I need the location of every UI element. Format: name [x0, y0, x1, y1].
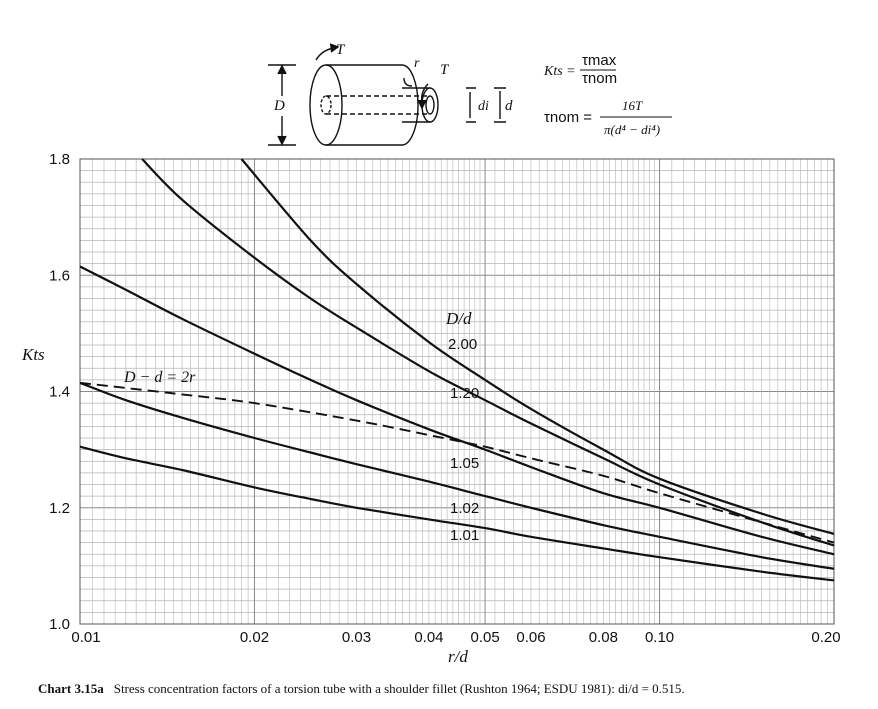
series-line-0 — [240, 158, 835, 535]
radius-label: r — [414, 56, 420, 71]
series-line-3 — [79, 381, 835, 570]
x-tick-label: 0.10 — [645, 629, 674, 646]
y-tick-label: 1.6 — [49, 267, 70, 284]
curve-label-1-02: 1.02 — [450, 500, 479, 517]
torque-label-right: T — [440, 62, 450, 78]
kts-numerator: τmax — [582, 52, 617, 69]
x-tick-label: 0.20 — [811, 629, 840, 646]
inner-diameter-label: d — [505, 98, 513, 114]
y-tick-label: 1.4 — [49, 384, 70, 401]
caption-text: Stress concentration factors of a torsio… — [113, 681, 685, 696]
y-axis-label: Kts — [21, 345, 45, 364]
series-line-5 — [79, 381, 835, 544]
curve-label-1-01: 1.01 — [450, 527, 479, 544]
series-line-2 — [79, 265, 835, 556]
curve-label-1-20: 1.20 — [450, 385, 479, 402]
x-axis-label: r/d — [448, 647, 468, 666]
curve-label-1-05: 1.05 — [450, 455, 479, 472]
x-tick-label: 0.06 — [516, 629, 545, 646]
plot-frame — [79, 158, 835, 625]
series-line-4 — [79, 445, 835, 582]
tau-lhs: τnom = — [544, 109, 592, 126]
x-tick-label: 0.02 — [240, 629, 269, 646]
x-tick-label: 0.05 — [470, 629, 499, 646]
y-tick-label: 1.2 — [49, 500, 70, 517]
curve-label-dashed: D − d = 2r — [123, 369, 196, 386]
x-tick-label: 0.01 — [71, 629, 100, 646]
tick-labels: 0.01 0.02 0.03 0.04 0.05 0.06 0.08 0.10 0.201.01… — [49, 151, 840, 646]
figure-caption: Chart 3.15a Stress concentration factors … — [38, 681, 868, 697]
y-tick-label: 1.8 — [49, 151, 70, 168]
x-tick-label: 0.03 — [342, 629, 371, 646]
tube-diagram — [268, 43, 506, 146]
kts-denominator: τnom — [582, 70, 617, 87]
formulas: Kts = τmax τnom τnom = 16T π(d⁴ − di⁴) — [543, 52, 672, 137]
curve-label-2-00: 2.00 — [448, 336, 477, 353]
series-line-1 — [141, 158, 835, 547]
tau-denominator: π(d⁴ − di⁴) — [604, 122, 660, 137]
bore-diameter-label: di — [478, 99, 489, 114]
torque-label-left: T — [336, 42, 346, 58]
outer-diameter-label: D — [273, 98, 285, 114]
curves — [79, 158, 835, 582]
grid — [79, 158, 835, 625]
legend-title: D/d — [445, 309, 472, 328]
tau-numerator: 16T — [622, 98, 643, 113]
caption-label: Chart 3.15a — [38, 681, 104, 696]
x-tick-label: 0.08 — [589, 629, 618, 646]
x-tick-label: 0.04 — [414, 629, 443, 646]
kts-lhs: Kts = — [543, 64, 576, 79]
y-tick-label: 1.0 — [49, 616, 70, 633]
